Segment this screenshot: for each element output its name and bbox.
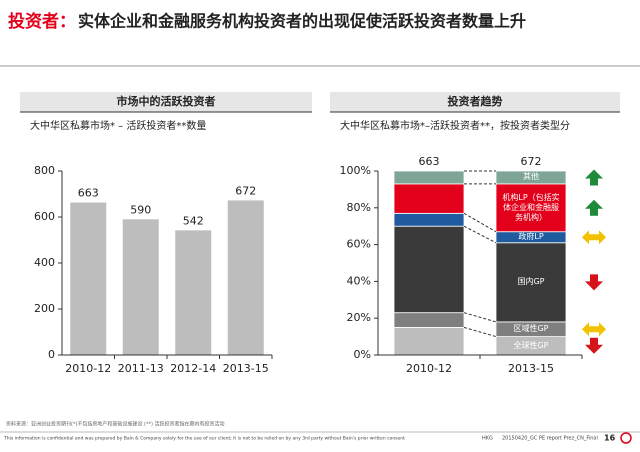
connector xyxy=(463,312,497,323)
y-tick-label: 800 xyxy=(34,164,55,177)
chart-subtitle: 大中华区私募市场*–活跃投资者**，按投资者类型分 xyxy=(340,119,570,132)
y-tick-label: 40% xyxy=(347,274,371,287)
segment xyxy=(393,225,465,314)
value-label: 663 xyxy=(78,187,99,200)
trend-up xyxy=(585,169,603,186)
segment xyxy=(393,170,465,185)
segment xyxy=(393,183,465,214)
y-tick-label: 80% xyxy=(347,201,371,214)
trend-flat xyxy=(582,322,606,337)
x-tick-label: 2010-12 xyxy=(65,362,111,375)
segment xyxy=(393,326,465,356)
header-bg xyxy=(330,92,620,112)
bar xyxy=(227,200,264,355)
x-tick-label: 2013-15 xyxy=(508,362,554,375)
total-label: 672 xyxy=(521,155,542,168)
chart-subtitle: 大中华区私募市场* – 活跃投资者**数量 xyxy=(30,119,206,132)
segment-label: 机构LP（包括实体企业和金融服务机构） xyxy=(502,192,560,222)
bar xyxy=(70,202,107,355)
y-tick-label: 100% xyxy=(340,164,371,177)
bar xyxy=(122,219,159,355)
connector xyxy=(463,212,497,233)
trend-up xyxy=(585,199,603,216)
trend-flat xyxy=(582,230,606,245)
segment xyxy=(495,170,567,185)
chart-header: 市场中的活跃投资者 xyxy=(117,94,216,108)
segment-label: 政府LP xyxy=(518,232,544,242)
title: 实体企业和金融服务机构投资者的出现促使活跃投资者数量上升 xyxy=(78,12,526,31)
segment xyxy=(393,212,465,227)
connector xyxy=(463,225,497,244)
value-label: 590 xyxy=(130,203,151,216)
x-tick-label: 2012-14 xyxy=(170,362,216,375)
office: HKG xyxy=(482,436,493,442)
segment-label: 其他 xyxy=(523,172,539,182)
y-tick-label: 0 xyxy=(48,348,55,361)
value-label: 542 xyxy=(183,214,204,227)
trend-down xyxy=(585,337,603,354)
x-tick-label: 2010-12 xyxy=(406,362,452,375)
segment xyxy=(495,242,567,323)
page-number: 16 xyxy=(604,434,616,443)
segment-label: 国内GP xyxy=(517,277,545,287)
y-tick-label: 600 xyxy=(34,210,55,223)
file: 20150420_GC PE report Prez_CN_Final xyxy=(502,436,598,442)
chart-header: 投资者趋势 xyxy=(448,94,503,108)
segment xyxy=(393,312,465,328)
y-tick-label: 20% xyxy=(347,311,371,324)
y-tick-label: 200 xyxy=(34,302,55,315)
value-label: 672 xyxy=(235,184,256,197)
total-label: 663 xyxy=(419,155,440,168)
disclaimer: This information is confidential and was… xyxy=(3,436,405,442)
segment-label: 全球性GP xyxy=(513,340,549,350)
y-tick-label: 0% xyxy=(354,348,371,361)
x-tick-label: 2013-15 xyxy=(223,362,269,375)
segment-label: 区域性GP xyxy=(513,324,549,334)
title-prefix: 投资者： xyxy=(8,11,76,32)
logo xyxy=(620,432,632,444)
y-tick-label: 60% xyxy=(347,238,371,251)
header-bg xyxy=(20,92,312,112)
bar xyxy=(175,230,212,355)
source: 资料来源：亚洲创业投资期刊(*)不包括房地产和基础设施建设 (**) 活跃投资者… xyxy=(6,421,225,428)
x-tick-label: 2011-13 xyxy=(118,362,164,375)
y-tick-label: 400 xyxy=(34,256,55,269)
trend-down xyxy=(585,274,603,291)
connector xyxy=(463,326,497,338)
